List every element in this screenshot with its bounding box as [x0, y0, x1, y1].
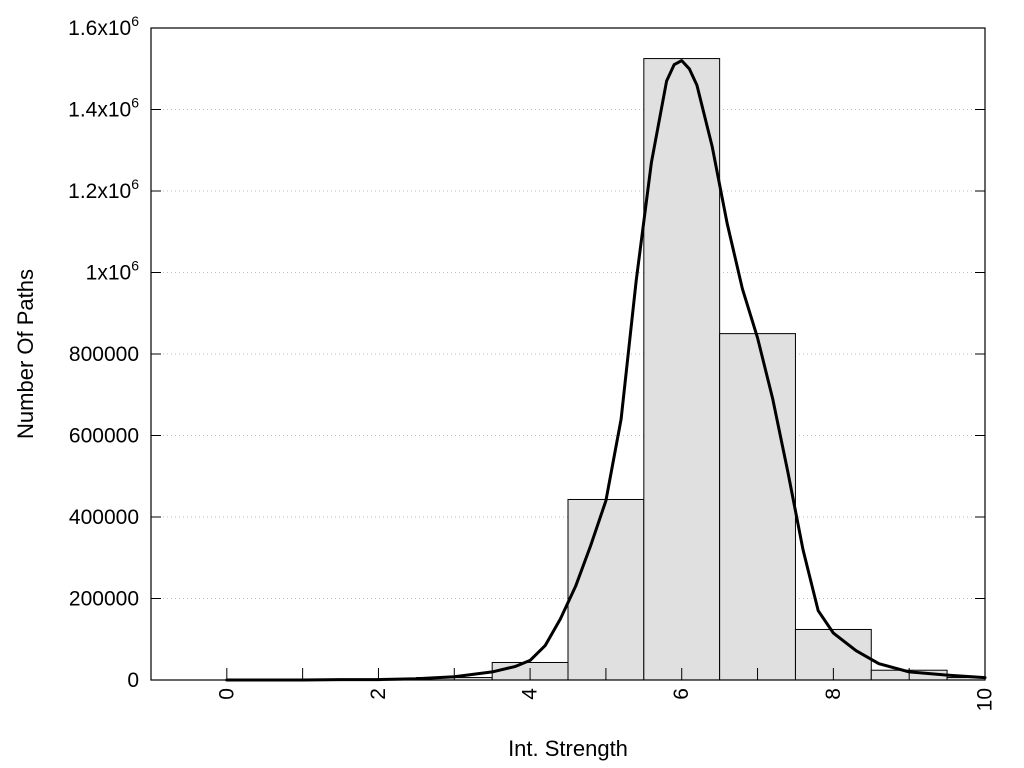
bar-5	[567, 498, 645, 681]
histogram-bars	[264, 58, 986, 681]
y-axis-label: Number Of Paths	[13, 269, 38, 439]
x-tick-label-4: 4	[519, 688, 542, 700]
y-tick-label-0: 0	[127, 669, 139, 692]
y-tick-exponent-8: 6	[131, 13, 139, 29]
y-tick-label-4: 800000	[69, 343, 139, 366]
x-tick-label-10: 10	[974, 688, 997, 711]
x-axis-label: Int. Strength	[508, 736, 628, 761]
x-tick-label-2: 2	[367, 688, 390, 700]
y-tick-label-1: 200000	[69, 588, 139, 611]
y-tick-label-2: 400000	[69, 506, 139, 529]
x-tick-label-0: 0	[215, 688, 238, 700]
bar-7	[719, 333, 796, 681]
y-tick-label-3: 600000	[69, 425, 139, 448]
x-tick-label-6: 6	[670, 688, 693, 700]
y-tick-exponent-7: 6	[131, 95, 139, 111]
bar-6	[643, 58, 721, 681]
x-axis-ticks: 0 2 4 6 8 10	[215, 668, 997, 711]
x-tick-label-8: 8	[822, 688, 845, 700]
y-tick-label-5: 1x106	[86, 258, 140, 285]
y-tick-label-6: 1.2x106	[68, 176, 139, 203]
y-tick-exponent-6: 6	[131, 176, 139, 192]
y-axis-ticks: 0 200000 400000 600000 800000 1x106 1.2x106 1.4…	[68, 13, 985, 692]
y-tick-exponent-5: 6	[131, 258, 139, 274]
y-tick-label-8: 1.6x106	[68, 13, 139, 40]
y-tick-label-7: 1.4x106	[68, 95, 139, 122]
